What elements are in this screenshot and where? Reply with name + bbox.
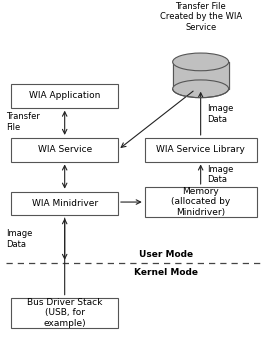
Ellipse shape: [173, 53, 229, 71]
FancyBboxPatch shape: [11, 138, 118, 162]
FancyBboxPatch shape: [145, 187, 257, 217]
Polygon shape: [173, 62, 229, 89]
Text: WIA Minidriver: WIA Minidriver: [32, 199, 98, 208]
Text: Kernel Mode: Kernel Mode: [134, 268, 198, 277]
Text: WIA Service: WIA Service: [38, 145, 92, 154]
Text: Transfer
File: Transfer File: [6, 112, 40, 132]
Text: Image
Data: Image Data: [6, 229, 32, 249]
Text: User Mode: User Mode: [139, 250, 193, 259]
Text: WIA Application: WIA Application: [29, 91, 100, 100]
Text: Transfer File
Created by the WIA
Service: Transfer File Created by the WIA Service: [159, 2, 242, 32]
FancyBboxPatch shape: [11, 84, 118, 108]
FancyBboxPatch shape: [145, 138, 257, 162]
Text: Bus Driver Stack
(USB, for
example): Bus Driver Stack (USB, for example): [27, 298, 102, 327]
Text: Image
Data: Image Data: [207, 104, 234, 124]
Text: Image
Data: Image Data: [207, 164, 234, 184]
Text: Memory
(allocated by
Minidriver): Memory (allocated by Minidriver): [171, 187, 230, 217]
FancyBboxPatch shape: [11, 192, 118, 215]
Ellipse shape: [173, 80, 229, 98]
Text: WIA Service Library: WIA Service Library: [156, 145, 245, 154]
FancyBboxPatch shape: [11, 298, 118, 328]
